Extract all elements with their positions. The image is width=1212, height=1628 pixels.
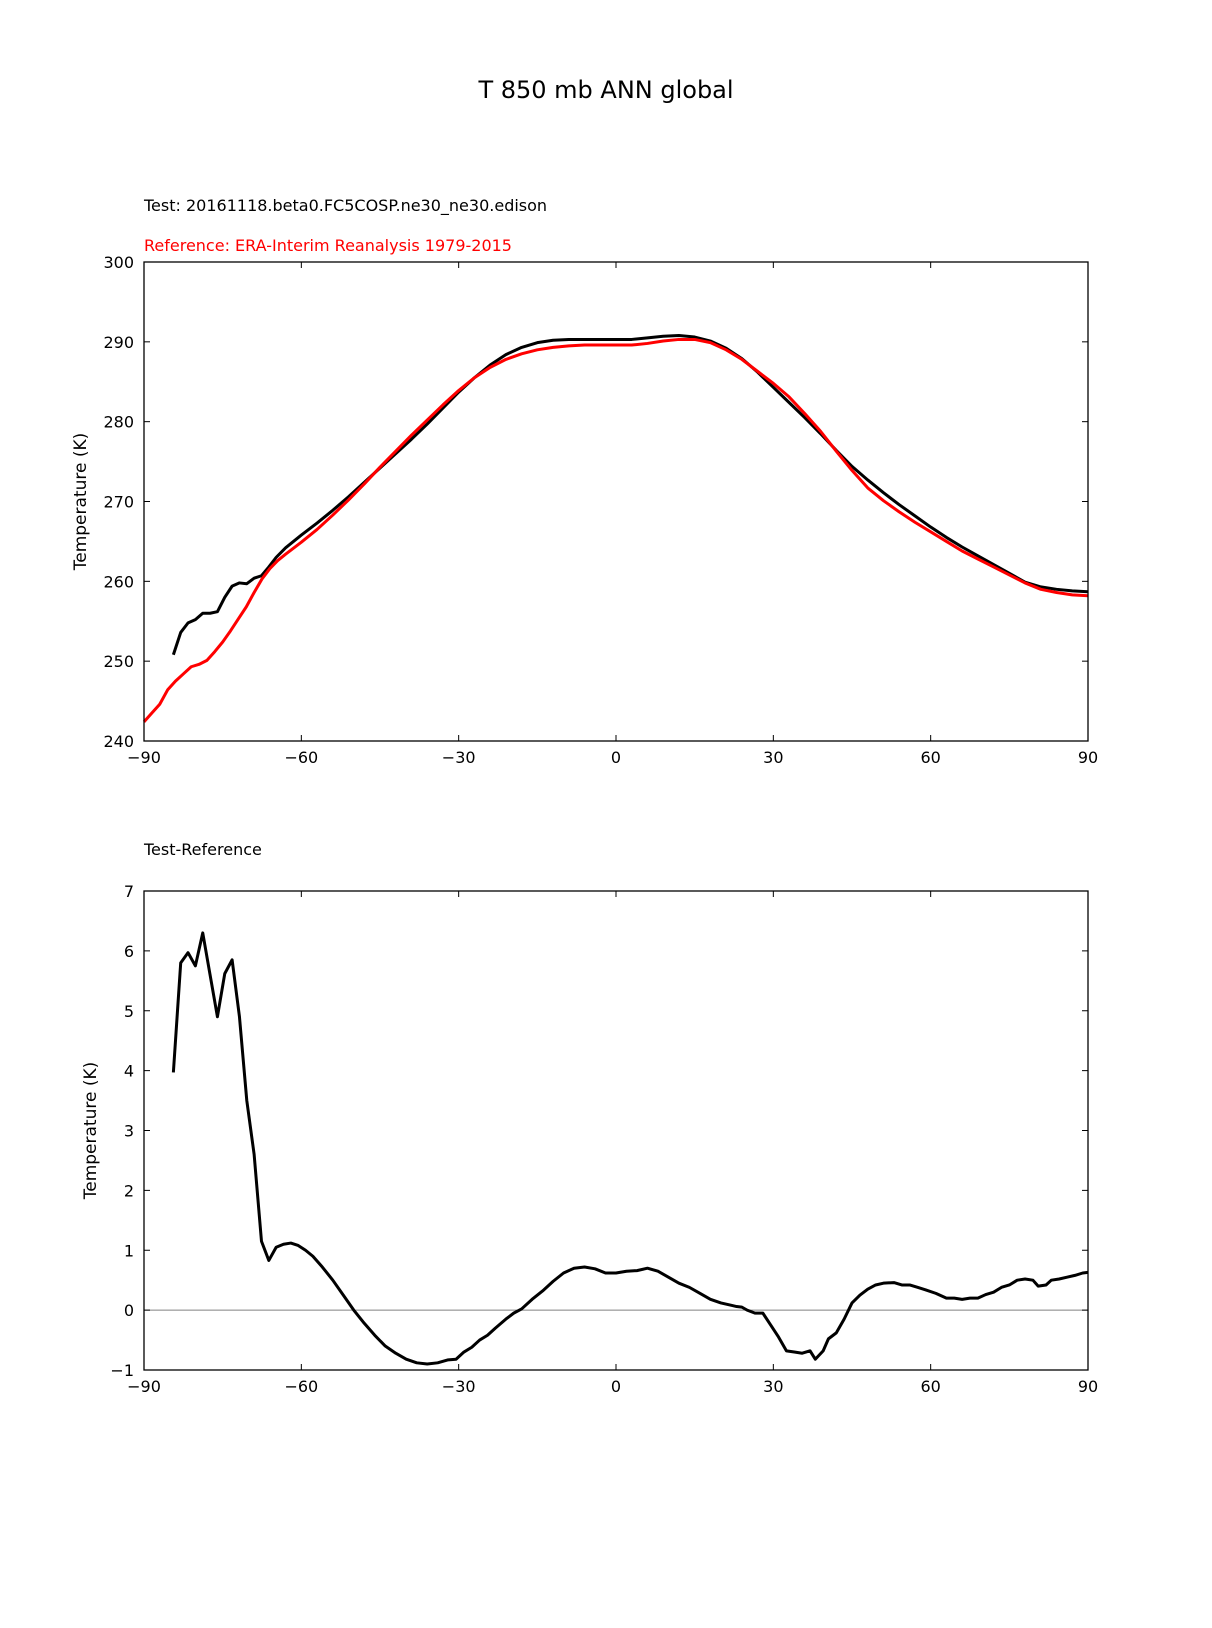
y-tick-label: 0 — [124, 1301, 134, 1320]
y-tick-label: 240 — [103, 732, 134, 751]
y-tick-label: 250 — [103, 652, 134, 671]
y-tick-label: 1 — [124, 1241, 134, 1260]
y-tick-label: 5 — [124, 1002, 134, 1021]
y-tick-label: 3 — [124, 1122, 134, 1141]
figure-title: T 850 mb ANN global — [478, 76, 734, 104]
difference-series-line — [171, 931, 1089, 1366]
top-panel-lines: −90 −60 −30 0 30 60 90 240 250 260 270 280 290 300 Tem… — [71, 253, 1098, 767]
y-tick-label: 270 — [103, 493, 134, 512]
y-tick-label: 2 — [124, 1181, 134, 1200]
x-tick-label: 0 — [611, 1377, 621, 1396]
plot-frame — [143, 261, 1089, 742]
x-tick-label: 30 — [763, 748, 783, 767]
x-tick-label: 90 — [1078, 1377, 1098, 1396]
x-tick-label: 60 — [920, 748, 940, 767]
reference-label: Reference: ERA-Interim Reanalysis 1979-2… — [144, 236, 512, 255]
x-tick-label: −90 — [127, 748, 161, 767]
x-tick-label: 60 — [920, 1377, 940, 1396]
x-tick-label: 90 — [1078, 748, 1098, 767]
y-tick-label: 290 — [103, 333, 134, 352]
difference-label: Test-Reference — [144, 840, 262, 859]
test-series-line — [171, 333, 1089, 656]
x-tick-label: 30 — [763, 1377, 783, 1396]
x-tick-label: −60 — [284, 1377, 318, 1396]
y-tick-label: 4 — [124, 1062, 134, 1081]
y-axis-label: Temperature (K) — [71, 433, 91, 572]
y-tick-label: 6 — [124, 942, 134, 961]
y-tick-label: 260 — [103, 572, 134, 591]
reference-series-line — [142, 337, 1089, 723]
y-tick-label: 280 — [103, 413, 134, 432]
x-tick-label: −30 — [442, 748, 476, 767]
y-tick-label: 7 — [124, 882, 134, 901]
y-axis-label: Temperature (K) — [81, 1062, 101, 1201]
y-tick-label: 300 — [103, 253, 134, 272]
y-tick-label: −1 — [110, 1361, 134, 1380]
x-tick-label: −30 — [442, 1377, 476, 1396]
x-tick-label: −90 — [127, 1377, 161, 1396]
test-label: Test: 20161118.beta0.FC5COSP.ne30_ne30.e… — [144, 196, 548, 215]
difference-panel: −90 −60 −30 0 30 60 90 −1 0 1 2 3 4 5 6 7 Temperature (K… — [81, 882, 1098, 1396]
x-tick-label: −60 — [284, 748, 318, 767]
x-tick-label: 0 — [611, 748, 621, 767]
